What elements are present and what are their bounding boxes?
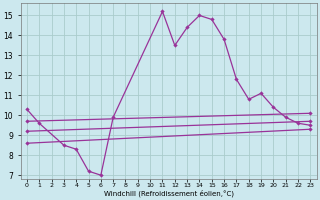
X-axis label: Windchill (Refroidissement éolien,°C): Windchill (Refroidissement éolien,°C) (104, 189, 234, 197)
